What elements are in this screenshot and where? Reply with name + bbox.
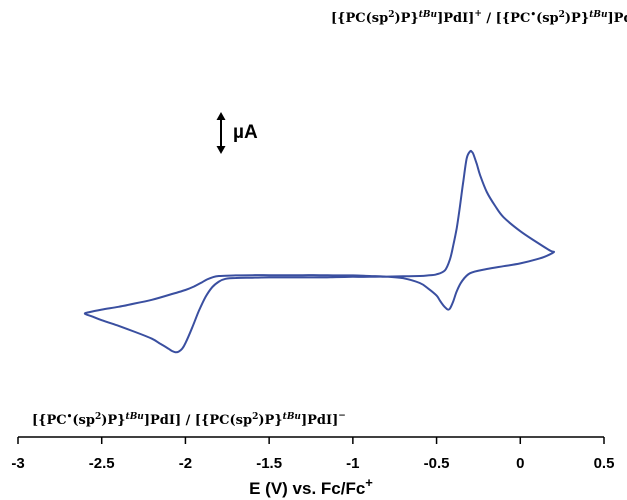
- x-tick-label: -1.5: [256, 455, 282, 472]
- x-tick-label: -0.5: [424, 455, 450, 472]
- scale-bar-arrow-down-icon: [216, 146, 226, 154]
- scale-bar-label: µA: [233, 122, 258, 143]
- x-tick-label: -2.5: [89, 455, 115, 472]
- x-tick-label: 0.5: [594, 455, 615, 472]
- annotation-bottom: [{PC•(sp2)P}tBu]PdI] / [{PC(sp2)P}tBu]Pd…: [32, 411, 346, 428]
- x-tick-label: -1: [346, 455, 359, 472]
- x-axis: -3 -2.5 -2 -1.5 -1 -0.5 0 0.5: [11, 436, 615, 472]
- series-cv-curve: [83, 149, 555, 354]
- annotation-top: [{PC(sp2)P}tBu]PdI]+ / [{PC•(sp2)P}tBu]P…: [331, 9, 627, 26]
- x-tick-label: 0: [516, 455, 524, 472]
- x-tick-label: -2: [179, 455, 192, 472]
- scale-bar-arrow-up-icon: [216, 112, 226, 120]
- x-axis-title: E (V) vs. Fc/Fc+: [249, 475, 373, 498]
- x-tick-label: -3: [11, 455, 24, 472]
- scale-bar: µA: [216, 112, 258, 154]
